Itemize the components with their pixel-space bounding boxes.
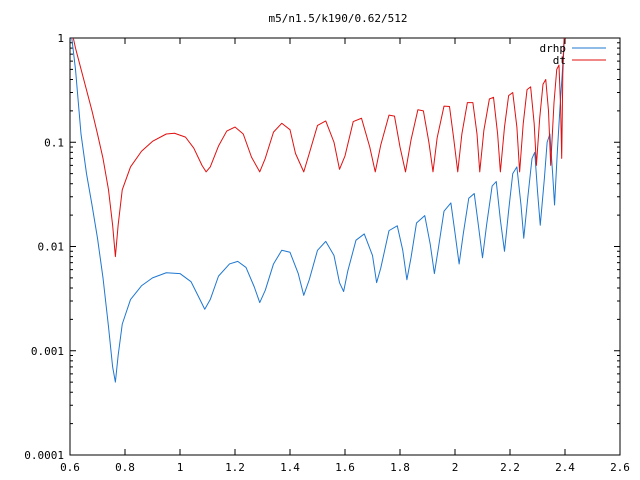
x-tick-label: 2 xyxy=(452,461,459,474)
x-tick-label: 2.6 xyxy=(610,461,630,474)
y-tick-label: 0.0001 xyxy=(24,449,64,462)
x-tick-label: 1.6 xyxy=(335,461,355,474)
x-tick-label: 0.8 xyxy=(115,461,135,474)
legend-label-dt: dt xyxy=(553,54,566,67)
x-axis: 0.6 0.8 1 1.2 1.4 1.6 1.8 2 2.2 2.4 2.6 xyxy=(60,38,630,474)
y-tick-label: 0.01 xyxy=(38,241,65,254)
plot-area-frame xyxy=(69,37,621,456)
y-tick-label: 1 xyxy=(57,32,64,45)
y-axis: 0.0001 0.001 0.01 0.1 1 xyxy=(24,32,620,462)
x-tick-label: 1.8 xyxy=(390,461,410,474)
x-tick-label: 1 xyxy=(177,461,184,474)
x-tick-label: 0.6 xyxy=(60,461,80,474)
legend-label-drhp: drhp xyxy=(540,42,567,55)
y-tick-label: 0.001 xyxy=(31,345,64,358)
y-tick-label: 0.1 xyxy=(44,136,64,149)
series-layer xyxy=(71,38,565,383)
series-line-dt xyxy=(72,38,565,258)
x-tick-label: 2.2 xyxy=(500,461,520,474)
x-tick-label: 1.2 xyxy=(225,461,245,474)
series-line-drhp xyxy=(71,38,565,383)
x-tick-label: 2.4 xyxy=(555,461,575,474)
x-tick-label: 1.4 xyxy=(280,461,300,474)
chart-title: m5/n1.5/k190/0.62/512 xyxy=(268,12,407,25)
